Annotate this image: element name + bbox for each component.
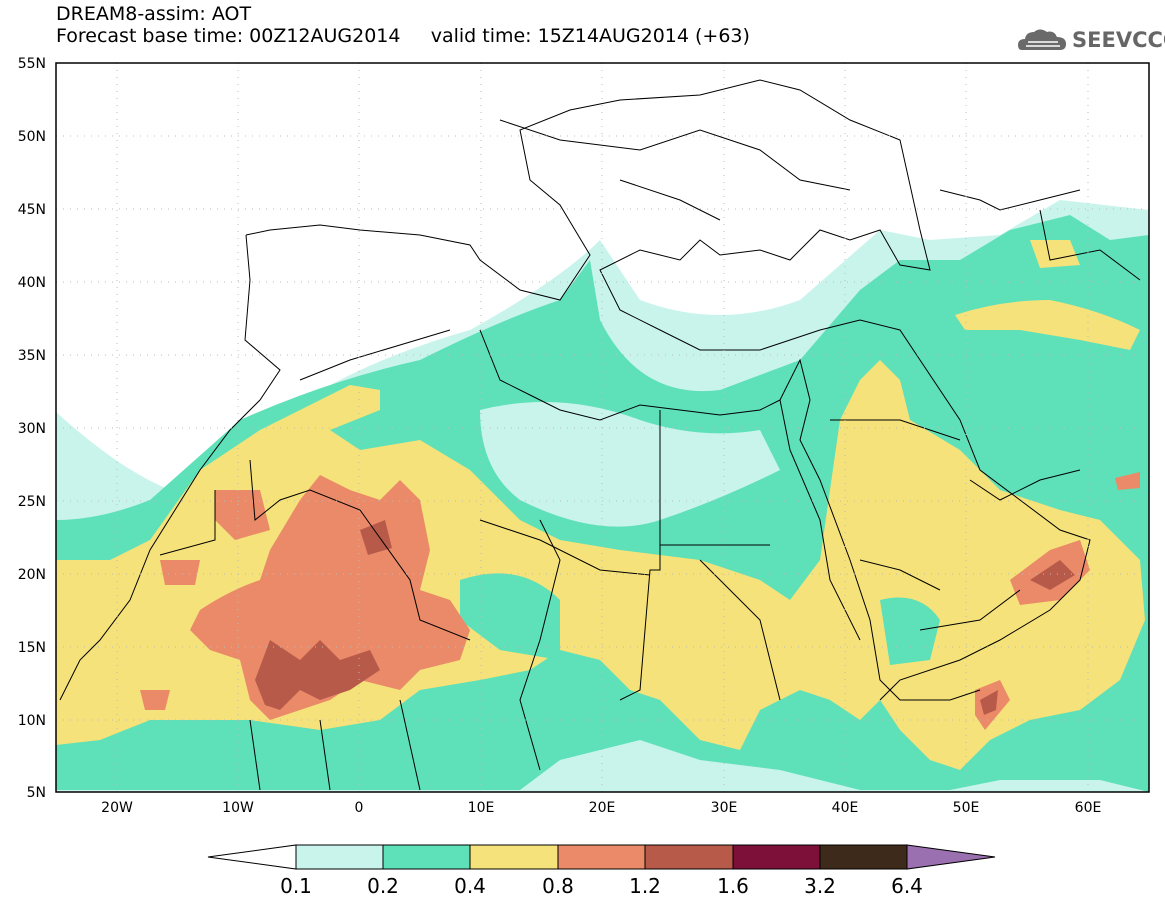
- lon-label: 40E: [832, 800, 859, 816]
- lat-label: 45N: [18, 202, 46, 218]
- lat-label: 15N: [18, 640, 46, 656]
- lat-label: 30N: [18, 421, 46, 437]
- coastlines: [59, 79, 1141, 791]
- colorbar-swatch: [469, 844, 559, 870]
- lat-label: 25N: [18, 494, 46, 510]
- colorbar-label: 0.8: [542, 874, 574, 898]
- colorbar-swatch: [557, 844, 646, 870]
- colorbar-swatch: [382, 844, 471, 870]
- colorbar-arrow-low: [207, 844, 297, 870]
- lat-label: 55N: [18, 56, 46, 72]
- chart-title: DREAM8-assim: AOT: [56, 3, 252, 25]
- aot-band-0.8: [190, 475, 470, 720]
- lon-label: 50E: [953, 800, 980, 816]
- cloud-icon: [1018, 29, 1066, 50]
- latitude-labels: 55N 50N 45N 40N 35N 30N 25N 20N 15N 10N …: [18, 56, 46, 801]
- lat-label: 20N: [18, 567, 46, 583]
- colorbar: [207, 844, 996, 870]
- lat-label: 40N: [18, 275, 46, 291]
- colorbar-label: 0.1: [280, 874, 312, 898]
- forecast-times: Forecast base time: 00Z12AUG2014 valid t…: [56, 26, 750, 46]
- lon-label: 10W: [222, 800, 254, 816]
- base-time: Forecast base time: 00Z12AUG2014: [56, 25, 401, 47]
- colorbar-labels: 0.1 0.2 0.4 0.8 1.2 1.6 3.2 6.4: [280, 874, 923, 898]
- colorbar-label: 1.2: [629, 874, 661, 898]
- logo-text: SEEVCCC: [1072, 28, 1165, 52]
- lat-label: 5N: [27, 785, 46, 801]
- lon-label: 0: [355, 800, 364, 816]
- colorbar-swatch: [295, 844, 384, 870]
- longitude-labels: 20W 10W 0 10E 20E 30E 40E 50E 60E: [101, 800, 1101, 816]
- colorbar-label: 6.4: [891, 874, 923, 898]
- colorbar-arrow-high: [906, 844, 996, 870]
- colorbar-swatch: [644, 844, 734, 870]
- lon-label: 20W: [101, 800, 133, 816]
- lon-label: 60E: [1075, 800, 1102, 816]
- aot-band-1.2: [255, 640, 380, 710]
- lon-label: 20E: [589, 800, 616, 816]
- lat-label: 10N: [18, 713, 46, 729]
- valid-time: valid time: 15Z14AUG2014 (+63): [430, 25, 750, 47]
- map-frame: [55, 62, 1150, 793]
- colorbar-swatch: [819, 844, 908, 870]
- lon-label: 30E: [711, 800, 738, 816]
- lat-label: 35N: [18, 348, 46, 364]
- lat-label: 50N: [18, 129, 46, 145]
- colorbar-label: 0.4: [454, 874, 486, 898]
- colorbar-label: 3.2: [804, 874, 836, 898]
- lon-label: 10E: [468, 800, 495, 816]
- graticule: [56, 63, 1149, 792]
- colorbar-swatch: [732, 844, 821, 870]
- colorbar-label: 1.6: [717, 874, 749, 898]
- colorbar-label: 0.2: [367, 874, 399, 898]
